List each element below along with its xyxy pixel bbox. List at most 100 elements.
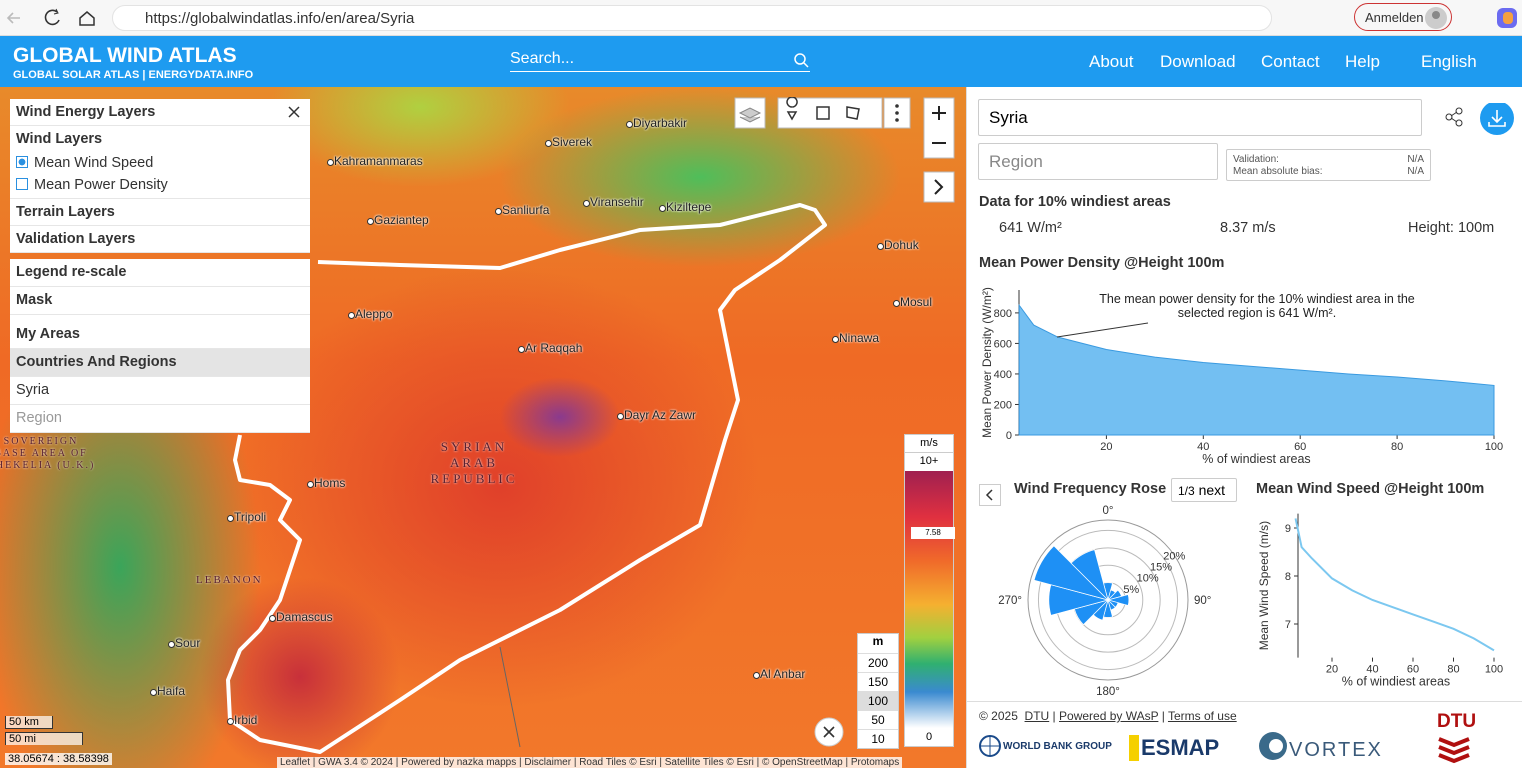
section-label[interactable]: Mask	[16, 292, 53, 308]
layer-option[interactable]: Mean Wind Speed	[10, 153, 310, 175]
x-tick-label: 20	[1326, 664, 1338, 676]
site-subtitle[interactable]: GLOBAL SOLAR ATLAS | ENERGYDATA.INFO	[13, 69, 254, 81]
area-label: SOVEREIGN BASE AREA OF DHEKELIA (U.K.)	[0, 436, 96, 471]
browser-buttons[interactable]	[0, 0, 110, 36]
height-option[interactable]: 100	[858, 691, 898, 710]
place-label: Gaziantep	[367, 213, 429, 227]
coordinates: 38.05674 : 38.58398	[5, 753, 112, 765]
footer-links: © 2025 DTU | Powered by WAsP | Terms of …	[979, 709, 1237, 723]
option-label[interactable]: Mean Wind Speed	[34, 155, 154, 171]
line	[1294, 518, 1495, 652]
section-label[interactable]: Countries And Regions	[16, 354, 177, 370]
profile-button[interactable]: Anmelden	[1354, 3, 1452, 31]
x-tick-label: 40	[1366, 664, 1378, 676]
place-label: Aleppo	[347, 307, 393, 321]
region-select[interactable]: Region	[10, 405, 310, 433]
legend-min: 0	[925, 731, 933, 743]
select-value[interactable]: Region	[989, 152, 1043, 171]
legend-unit: m/s	[905, 435, 953, 453]
copyright: © 2025	[979, 709, 1018, 723]
map-toolbar[interactable]	[734, 97, 956, 209]
y-tick-label: 400	[994, 369, 1012, 381]
section-label[interactable]: Validation Layers	[16, 231, 136, 247]
height-select[interactable]: Height: 100m	[1408, 220, 1495, 236]
partner-logo[interactable]: WORLD BANK GROUP	[1003, 741, 1112, 752]
rose-next[interactable]: next	[1198, 482, 1226, 498]
search-box[interactable]: Search...	[510, 50, 810, 72]
region-select[interactable]: Region	[978, 143, 1218, 180]
section-row[interactable]: Countries And Regions	[10, 349, 310, 377]
expand-button[interactable]	[923, 171, 955, 203]
footer-link[interactable]: DTU	[1024, 709, 1050, 723]
height-legend: m 200 150 100 50 10	[857, 633, 899, 749]
nav-link[interactable]: Help	[1345, 52, 1380, 71]
partner-logo[interactable]: VORTEX	[1289, 739, 1383, 761]
rose-direction-label: 270°	[998, 595, 1022, 607]
select-value[interactable]: Syria	[989, 108, 1028, 127]
nav-link[interactable]: English	[1421, 52, 1477, 71]
address-bar[interactable]: https://globalwindatlas.info/en/area/Syr…	[112, 5, 1272, 31]
search-placeholder[interactable]: Search...	[510, 50, 575, 67]
layer-option[interactable]: Mean Power Density	[10, 175, 310, 199]
scale-km: 50 km	[5, 716, 53, 729]
nav-link[interactable]: About	[1089, 52, 1134, 71]
site-title[interactable]: GLOBAL WIND ATLAS	[13, 44, 237, 67]
place-label: Al Anbar	[752, 667, 806, 681]
clear-button[interactable]	[814, 717, 844, 747]
draw-tools[interactable]	[777, 97, 883, 129]
layers-panel: Wind Energy Layers Wind Layers Mean Wind…	[10, 99, 310, 253]
close-icon[interactable]	[288, 106, 300, 118]
place-label: Irbid	[226, 713, 258, 727]
y-tick-label: 800	[994, 308, 1012, 320]
nav-link[interactable]: Download	[1160, 52, 1236, 71]
share-download[interactable]	[1443, 103, 1515, 137]
height-option[interactable]: 150	[858, 672, 898, 691]
section-row[interactable]: Terrain Layers	[10, 199, 310, 226]
x-axis-label: % of windiest areas	[1202, 452, 1310, 466]
panel-header[interactable]: Wind Energy Layers	[10, 99, 310, 126]
select-value[interactable]: Syria	[16, 382, 50, 398]
place-label: Damascus	[269, 610, 333, 624]
rose-ring-label: 15%	[1150, 561, 1172, 573]
x-tick-label: 100	[1485, 441, 1503, 453]
section-label[interactable]: My Areas	[16, 326, 80, 342]
y-tick-label: 0	[1006, 430, 1012, 442]
height-option[interactable]: 200	[858, 653, 898, 672]
copilot-icon[interactable]	[1495, 6, 1519, 30]
section-label[interactable]: Terrain Layers	[16, 204, 115, 220]
rose-pager[interactable]: 1/3 next	[1171, 478, 1237, 502]
section-row[interactable]: Legend re-scale	[10, 259, 310, 287]
country-select[interactable]: Syria	[10, 377, 310, 405]
section-label[interactable]: Legend re-scale	[16, 264, 127, 280]
y-tick-label: 200	[994, 399, 1012, 411]
color-legend: m/s 10+ 7.58 0	[904, 434, 955, 747]
wind-layers[interactable]: Wind Layers	[10, 126, 310, 153]
validation-value: N/A	[1407, 154, 1424, 165]
height-option[interactable]: 50	[858, 710, 898, 729]
country-label: LEBANON	[196, 574, 263, 586]
checkbox[interactable]	[16, 156, 28, 168]
rose-prev[interactable]	[979, 484, 1001, 506]
footer-link[interactable]: Terms of use	[1167, 709, 1237, 723]
option-label[interactable]: Mean Power Density	[34, 177, 168, 193]
section-row[interactable]: Validation Layers	[10, 226, 310, 253]
footer-divider	[967, 701, 1522, 702]
select-value[interactable]: Region	[16, 410, 62, 426]
country-select[interactable]: Syria	[978, 99, 1422, 136]
section-row[interactable]: My Areas	[10, 321, 310, 349]
height-option[interactable]: 10	[858, 729, 898, 748]
partner-logo[interactable]: ESMAP	[1129, 735, 1219, 761]
nav-link[interactable]: Contact	[1261, 52, 1320, 71]
rose-ring-label: 5%	[1123, 584, 1139, 596]
chart-annotation: The mean power density for the 10% windi…	[1099, 292, 1415, 320]
sub-heading[interactable]: Wind Layers	[16, 131, 103, 147]
footer-link[interactable]: Powered by WAsP	[1059, 709, 1159, 723]
search-icon[interactable]	[794, 53, 810, 69]
attribution[interactable]: Leaflet | GWA 3.4 © 2024 | Powered by na…	[277, 757, 903, 768]
checkbox[interactable]	[16, 178, 28, 190]
section-row[interactable]: Mask	[10, 287, 310, 315]
partner-logo[interactable]: DTU	[1437, 711, 1477, 732]
map[interactable]: Diyarbakir Siverek Kahramanmaras Gaziant…	[0, 87, 966, 768]
panel-heading[interactable]: Wind Energy Layers	[16, 104, 156, 120]
